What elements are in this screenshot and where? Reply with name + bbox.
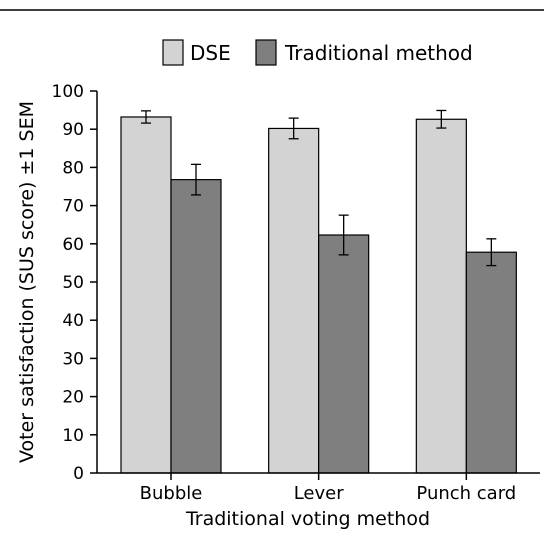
y-tick-label: 50 — [62, 273, 84, 293]
bar-dse — [120, 116, 172, 474]
x-axis: Bubble Lever Punch card — [97, 472, 540, 504]
y-tick-label: 90 — [62, 120, 84, 140]
legend-swatch-traditional — [255, 39, 277, 66]
y-axis: 0 10 20 30 40 50 60 70 80 90 100 — [52, 82, 98, 484]
y-tick-label: 0 — [73, 464, 84, 484]
y-axis-title: Voter satisfaction (SUS score) ±1 SEM — [16, 101, 38, 463]
x-axis-title: Traditional voting method — [185, 508, 430, 530]
error-bars — [141, 109, 497, 267]
bar-dse — [268, 127, 320, 474]
bars — [120, 116, 517, 474]
y-tick-label: 70 — [62, 197, 84, 217]
legend-label-dse: DSE — [190, 41, 231, 65]
y-tick-label: 60 — [62, 235, 84, 255]
y-tick-label: 80 — [62, 158, 84, 178]
x-tick-label: Lever — [294, 483, 345, 504]
legend: DSE Traditional method — [162, 39, 473, 66]
legend-label-traditional: Traditional method — [284, 41, 473, 65]
y-tick-label: 10 — [62, 426, 84, 446]
legend-swatch-dse — [162, 39, 184, 66]
y-tick-label: 100 — [52, 82, 84, 102]
bar-traditional — [170, 179, 222, 474]
y-tick-label: 40 — [62, 311, 84, 331]
y-tick-label: 20 — [62, 388, 84, 408]
bar-dse — [415, 118, 467, 474]
bar-traditional — [465, 251, 517, 474]
bar-traditional — [318, 234, 370, 474]
x-tick-label: Bubble — [140, 483, 203, 504]
y-tick-label: 30 — [62, 349, 84, 369]
x-tick-label: Punch card — [416, 483, 516, 504]
